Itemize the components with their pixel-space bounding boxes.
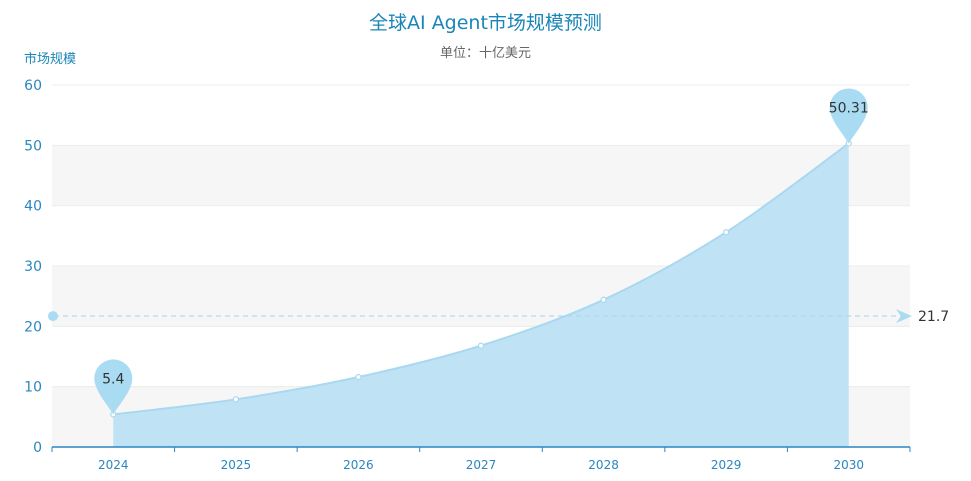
min-marker-label: 5.4 bbox=[102, 371, 124, 387]
y-tick-label: 10 bbox=[24, 380, 42, 396]
x-tick-label: 2028 bbox=[588, 458, 619, 472]
average-line-label: 21.7 bbox=[918, 309, 949, 325]
min-marker-pin bbox=[94, 359, 133, 415]
y-axis-label: 市场规模 bbox=[24, 52, 77, 67]
max-marker-label: 50.31 bbox=[829, 100, 869, 116]
y-tick-label: 30 bbox=[24, 259, 42, 275]
y-tick-label: 40 bbox=[24, 199, 42, 215]
data-point bbox=[477, 342, 485, 349]
y-tick-label: 50 bbox=[24, 138, 42, 154]
y-tick-label: 60 bbox=[24, 78, 42, 94]
x-tick-label: 2026 bbox=[343, 458, 374, 472]
data-point bbox=[232, 396, 239, 403]
x-tick-label: 2029 bbox=[711, 458, 742, 472]
x-tick-label: 2025 bbox=[221, 458, 252, 472]
data-point bbox=[355, 373, 362, 381]
grid-band bbox=[52, 145, 910, 206]
average-line-arrow bbox=[896, 309, 912, 324]
series-area bbox=[113, 143, 849, 447]
data-point bbox=[600, 296, 607, 303]
y-tick-label: 0 bbox=[33, 440, 42, 456]
average-line-start bbox=[48, 311, 58, 322]
data-point bbox=[723, 229, 730, 236]
x-tick-label: 2024 bbox=[98, 458, 129, 472]
max-marker-pin bbox=[829, 88, 868, 144]
chart-subtitle: 单位：十亿美元 bbox=[439, 46, 531, 61]
x-tick-label: 2027 bbox=[466, 458, 497, 472]
y-tick-label: 20 bbox=[24, 319, 42, 335]
chart-title: 全球AI Agent市场规模预测 bbox=[369, 12, 602, 34]
x-tick-label: 2030 bbox=[833, 458, 864, 472]
